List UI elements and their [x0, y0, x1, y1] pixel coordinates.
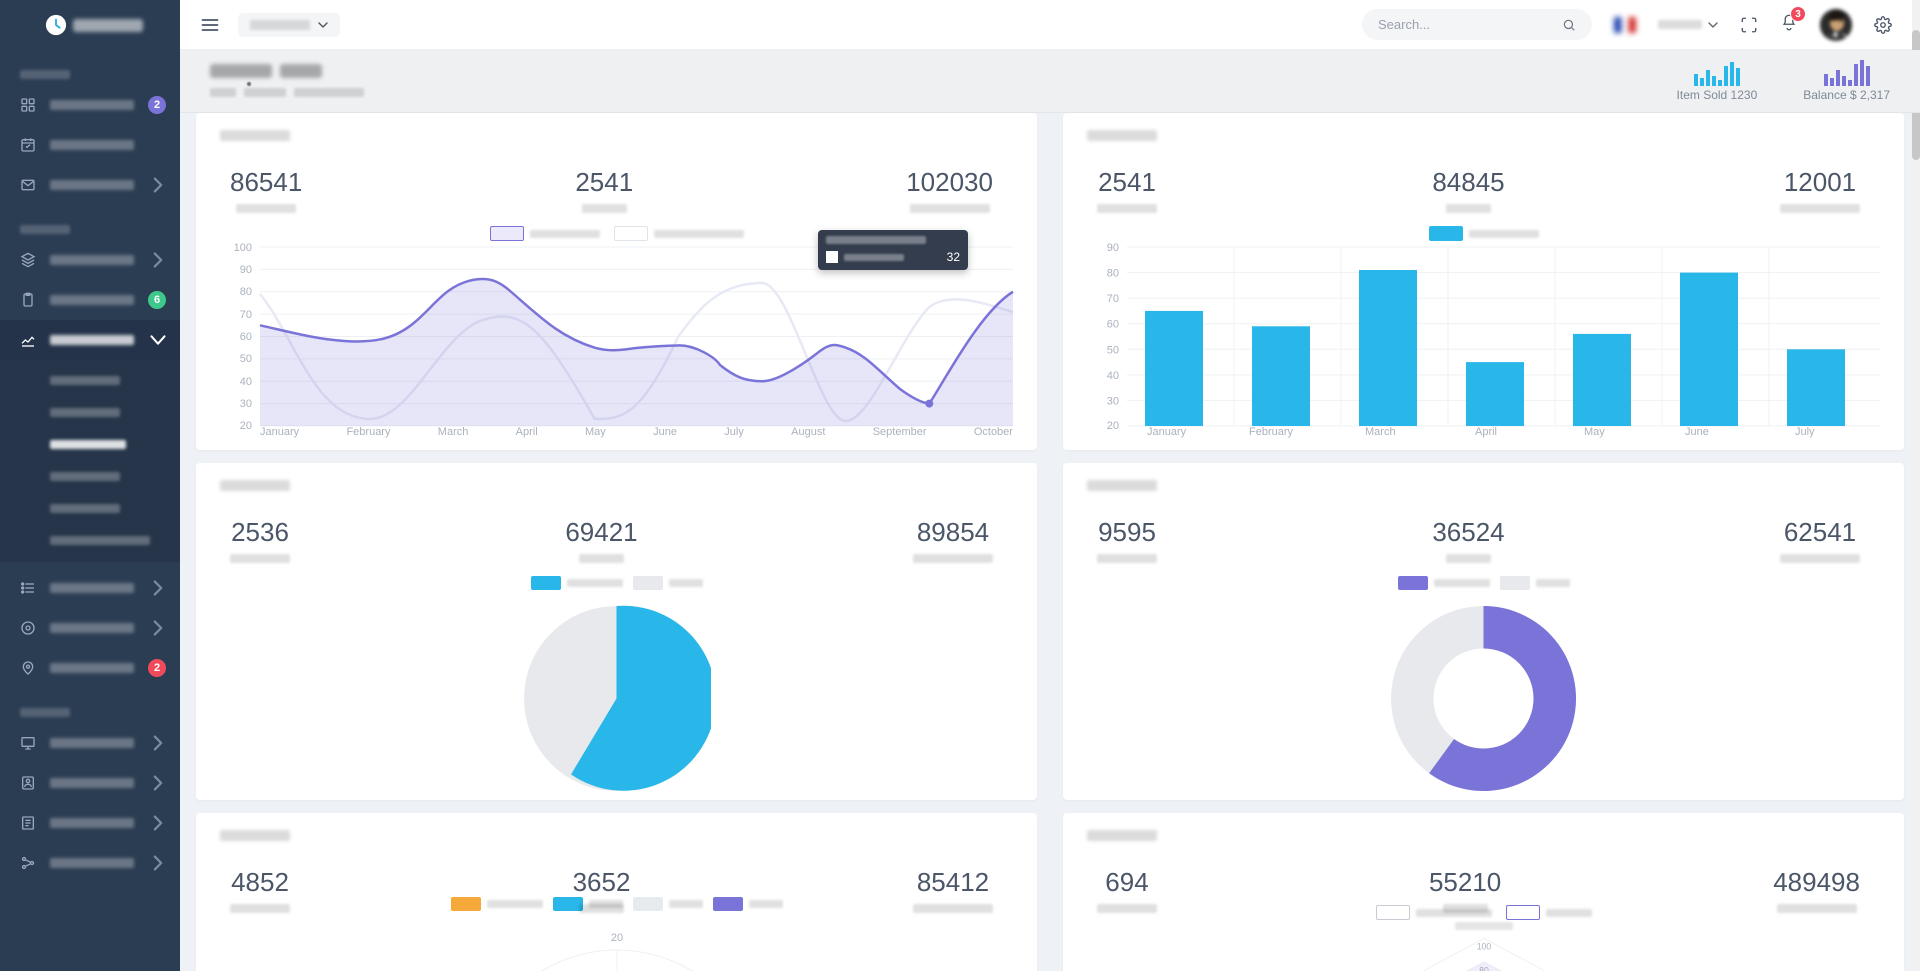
svg-text:70: 70 [240, 309, 252, 321]
svg-text:20: 20 [1107, 420, 1119, 432]
svg-text:50: 50 [240, 353, 252, 365]
svg-text:20: 20 [610, 932, 622, 944]
svg-text:100: 100 [234, 242, 252, 254]
svg-text:100: 100 [1476, 941, 1491, 951]
svg-text:40: 40 [1107, 370, 1119, 382]
svg-text:80: 80 [240, 286, 252, 298]
svg-text:90: 90 [1107, 242, 1119, 254]
svg-text:50: 50 [1107, 344, 1119, 356]
svg-text:80: 80 [1107, 268, 1119, 280]
svg-text:40: 40 [240, 376, 252, 388]
svg-text:60: 60 [1107, 319, 1119, 331]
svg-text:70: 70 [1107, 293, 1119, 305]
svg-text:30: 30 [240, 398, 252, 410]
svg-text:60: 60 [240, 331, 252, 343]
svg-text:30: 30 [1107, 395, 1119, 407]
svg-text:90: 90 [240, 264, 252, 276]
